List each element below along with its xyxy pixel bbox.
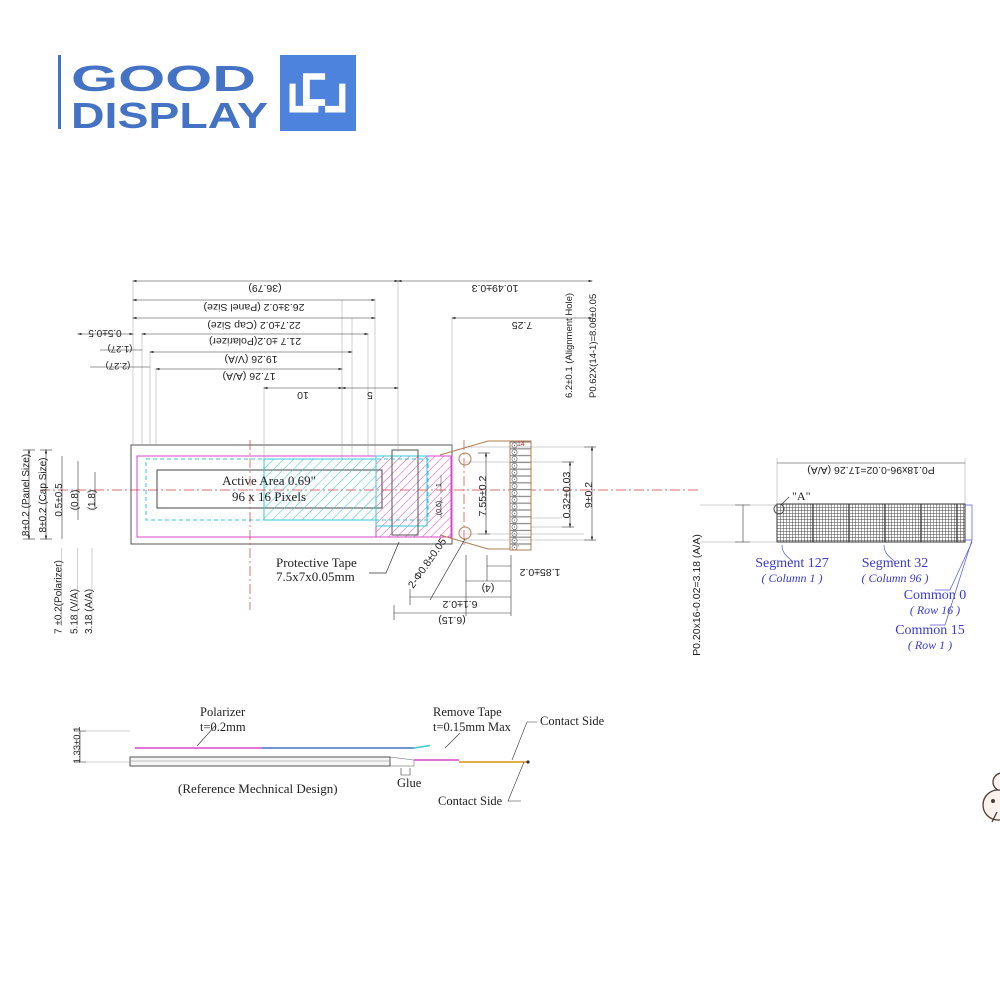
svg-text:0.32±0.03: 0.32±0.03: [561, 472, 573, 519]
svg-text:3.18 (A/A): 3.18 (A/A): [84, 589, 95, 634]
svg-text:Segment 127: Segment 127: [755, 556, 829, 571]
svg-text:Glue: Glue: [397, 776, 422, 790]
svg-text:5: 5: [367, 389, 373, 401]
svg-text:t=0.15mm Max: t=0.15mm Max: [433, 720, 512, 734]
svg-text:7.25: 7.25: [512, 319, 533, 331]
svg-text:Segment 32: Segment 32: [862, 556, 929, 571]
svg-text:6.1±0.2: 6.1±0.2: [442, 598, 477, 610]
svg-text:17.26 (A/A): 17.26 (A/A): [222, 370, 275, 382]
svg-text:(6.15): (6.15): [438, 614, 465, 626]
svg-text:26.3±0.2 (Panel Size): 26.3±0.2 (Panel Size): [204, 301, 305, 313]
svg-text:Contact Side: Contact Side: [438, 794, 503, 808]
svg-text:1.85±0.2: 1.85±0.2: [519, 566, 560, 578]
svg-text:Common 0: Common 0: [904, 588, 967, 603]
svg-text:P0.18x96-0.02=17.26 (A/A): P0.18x96-0.02=17.26 (A/A): [807, 464, 935, 476]
svg-text:7.5x7x0.05mm: 7.5x7x0.05mm: [276, 569, 355, 584]
svg-text:1: 1: [436, 483, 443, 487]
svg-text:(0.8): (0.8): [70, 490, 81, 511]
svg-text:(Reference Mechnical Design): (Reference Mechnical Design): [178, 781, 338, 796]
svg-text:( Row 1 ): ( Row 1 ): [908, 638, 952, 652]
svg-text:7 ±0.2(Polarizer): 7 ±0.2(Polarizer): [54, 560, 65, 634]
svg-text:(36.79): (36.79): [248, 282, 281, 294]
svg-text:Polarizer: Polarizer: [200, 705, 246, 719]
svg-text:96 x 16 Pixels: 96 x 16 Pixels: [232, 489, 306, 504]
svg-text:(1.8): (1.8): [87, 490, 98, 511]
svg-text:9±0.2: 9±0.2: [583, 482, 595, 508]
svg-text:7.55±0.2: 7.55±0.2: [477, 475, 489, 516]
svg-text:(4): (4): [482, 582, 495, 594]
svg-text:8±0.2 (Cap Size): 8±0.2 (Cap Size): [38, 458, 49, 533]
svg-text:5.18 (V/A): 5.18 (V/A): [70, 589, 81, 634]
svg-text:( Row 16 ): ( Row 16 ): [910, 603, 960, 617]
svg-text:(0.6): (0.6): [436, 501, 443, 515]
svg-text:10: 10: [297, 389, 309, 401]
svg-text:Protective Tape: Protective Tape: [276, 555, 357, 570]
svg-text:6.2±0.1 (Alignment Hole): 6.2±0.1 (Alignment Hole): [564, 293, 575, 398]
svg-text:"A": "A": [792, 489, 811, 503]
svg-text:Common 15: Common 15: [895, 623, 965, 638]
svg-text:1.33±0.1: 1.33±0.1: [72, 727, 83, 764]
svg-text:( Column 1 ): ( Column 1 ): [762, 571, 823, 585]
svg-text:8±0.2 (Panel Size): 8±0.2 (Panel Size): [21, 454, 32, 536]
svg-text:(1.27): (1.27): [108, 343, 133, 354]
svg-text:0.5±0.5: 0.5±0.5: [54, 483, 65, 517]
svg-text:22.7±0.2 (Cap Size): 22.7±0.2 (Cap Size): [207, 319, 300, 331]
svg-text:Active Area 0.69": Active Area 0.69": [222, 473, 316, 488]
svg-text:0.5±0.5: 0.5±0.5: [88, 327, 122, 338]
svg-text:19.26 (V/A): 19.26 (V/A): [224, 353, 277, 365]
svg-text:10.49±0.3: 10.49±0.3: [472, 282, 519, 294]
svg-text:(2.27): (2.27): [106, 360, 131, 371]
svg-text:( Column 96 ): ( Column 96 ): [862, 571, 929, 585]
svg-text:21.7 ±0.2(Polarizer): 21.7 ±0.2(Polarizer): [209, 335, 301, 347]
svg-text:t=0.2mm: t=0.2mm: [200, 720, 246, 734]
svg-text:P0.62X(14-1)=8.06±0.05: P0.62X(14-1)=8.06±0.05: [588, 294, 599, 398]
svg-text:Remove Tape: Remove Tape: [433, 705, 502, 719]
svg-text:P0.20x16-0.02=3.18 (A/A): P0.20x16-0.02=3.18 (A/A): [691, 534, 703, 656]
svg-text:Contact Side: Contact Side: [540, 714, 605, 728]
